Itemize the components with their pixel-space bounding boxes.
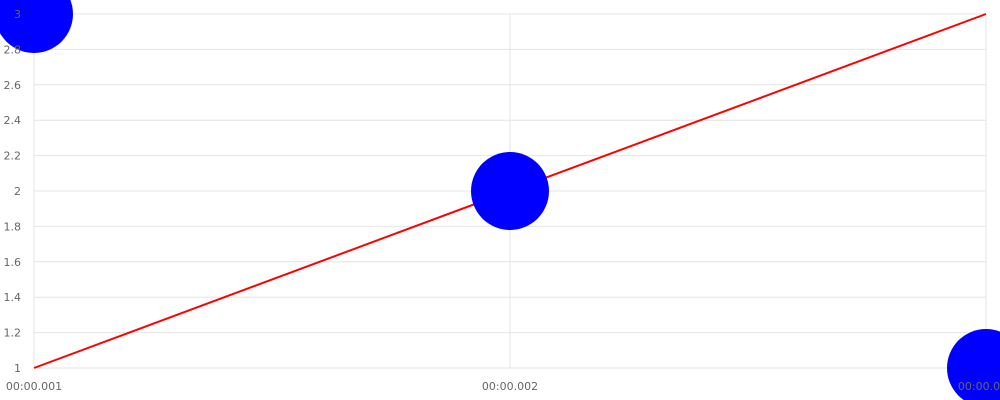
bubble-point [0, 0, 73, 53]
x-tick-label: 00:00.003 [958, 380, 1000, 393]
y-tick-label: 1 [14, 362, 21, 375]
tick-labels: 1 1.2 1.4 1.6 1.8 2 2.2 2.4 2.6 2.8 3 00:00.001 00:0… [4, 8, 1000, 393]
y-tick-label: 2.4 [4, 114, 22, 127]
bubble-point [471, 152, 549, 230]
y-tick-label: 1.2 [4, 327, 22, 340]
x-tick-label: 00:00.002 [482, 380, 538, 393]
y-tick-label: 2.8 [4, 43, 22, 56]
y-tick-label: 2.6 [4, 79, 22, 92]
x-tick-label: 00:00.001 [6, 380, 62, 393]
y-tick-label: 1.6 [4, 256, 22, 269]
bubble-point [947, 329, 1000, 400]
y-tick-label: 3 [14, 8, 21, 21]
y-tick-label: 2 [14, 185, 21, 198]
y-tick-label: 2.2 [4, 150, 22, 163]
y-tick-label: 1.4 [4, 291, 22, 304]
y-tick-label: 1.8 [4, 220, 22, 233]
